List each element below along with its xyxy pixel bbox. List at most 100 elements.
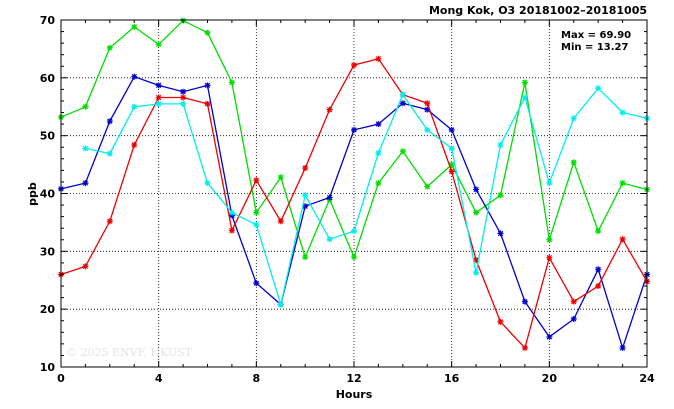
data-point [473,209,480,216]
data-point [424,100,431,107]
data-point [595,283,602,290]
data-point [204,180,211,187]
x-tick-labels: 0 4 8 12 16 20 24 [57,372,655,385]
data-point [497,141,504,148]
data-point [546,236,553,243]
data-point [424,183,431,190]
y-tick-label: 20 [40,303,56,316]
data-point [546,254,553,261]
x-axis-label: Hours [336,388,373,401]
data-point [228,227,235,234]
y-tick-label: 60 [40,72,56,85]
data-point [448,161,455,168]
data-point [326,236,333,243]
data-point [82,263,89,270]
x-tick-label: 16 [444,372,460,385]
data-point [399,100,406,107]
data-point [155,94,162,101]
x-tick-label: 8 [253,372,261,385]
data-point [302,203,309,210]
data-point [180,100,187,107]
data-point [253,280,260,287]
series-0 [58,17,650,261]
data-point [253,209,260,216]
series-line [85,87,648,308]
data-point [131,103,138,110]
data-point [82,180,89,187]
data-point [326,106,333,113]
series-2 [58,55,650,351]
data-point [595,228,602,235]
data-point [595,266,602,273]
data-point [399,91,406,98]
y-tick-label: 40 [40,188,56,201]
data-point [351,254,357,261]
grid-lines [61,20,647,367]
data-point [448,126,455,133]
y-tick-label: 30 [40,245,56,258]
data-point [619,109,626,116]
data-point [277,174,284,181]
data-point [570,159,577,166]
data-point [204,100,211,107]
data-point [82,145,89,152]
data-point [106,44,113,51]
data-point [619,180,626,187]
data-point [375,55,382,62]
data-point [302,254,309,261]
y-tick-label: 50 [40,130,56,143]
x-tick-label: 0 [57,372,65,385]
data-point [155,100,162,107]
data-point [521,94,528,101]
data-point [228,79,235,86]
data-point [155,82,162,89]
axis-ticks [60,19,648,368]
data-point [448,145,455,152]
data-point [473,257,480,264]
series-3 [82,85,650,308]
data-point [277,301,284,308]
data-point [82,103,89,110]
data-point [497,230,504,237]
data-point [473,186,480,193]
data-point [375,121,382,128]
data-point [521,298,528,305]
data-point [570,115,577,122]
data-point [131,23,138,30]
data-point [595,85,602,92]
data-point [424,126,431,133]
data-point [351,228,357,235]
data-point [106,218,113,225]
x-tick-label: 24 [639,372,655,385]
data-point [302,165,309,172]
data-point [228,209,235,216]
y-axis-label: ppb [26,182,39,206]
data-point [521,344,528,351]
data-point [473,269,480,276]
data-point [253,221,260,228]
data-point [399,148,406,155]
data-point [131,73,138,80]
data-point [253,177,260,184]
data-point [424,106,431,113]
x-tick-label: 20 [542,372,558,385]
x-tick-label: 12 [346,372,361,385]
data-point [497,318,504,325]
series-lines [58,17,650,351]
data-point [546,180,553,187]
watermark: © 2025 ENVF, HKUST [66,346,193,359]
data-point [619,344,626,351]
y-tick-labels: 10 20 30 40 50 60 70 [40,14,56,374]
y-tick-label: 70 [40,14,56,27]
data-point [619,236,626,243]
data-point [448,168,455,175]
data-point [106,118,113,125]
data-point [180,94,187,101]
data-point [375,180,382,187]
max-annotation: Max = 69.90 [561,30,631,41]
data-point [180,88,187,95]
data-point [277,218,284,225]
data-point [326,194,333,201]
data-point [351,62,357,69]
